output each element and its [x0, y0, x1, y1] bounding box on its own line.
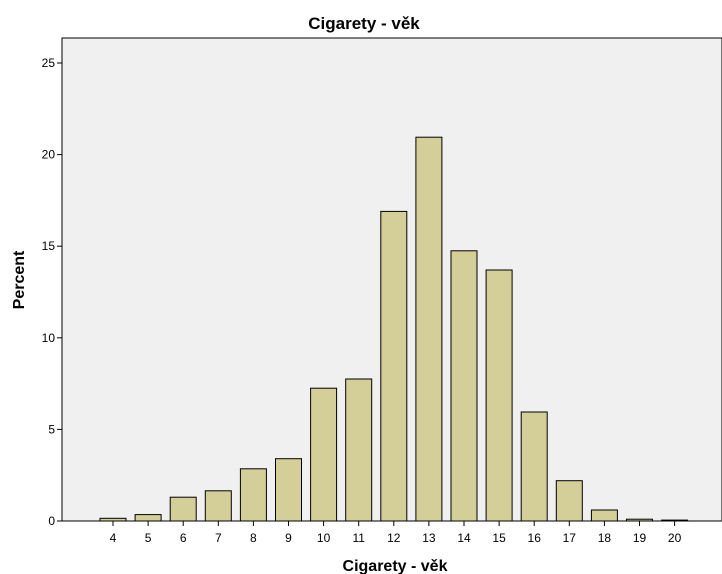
x-tick-label-5: 5 — [145, 531, 152, 545]
x-tick-label-10: 10 — [317, 531, 331, 545]
x-tick-label-7: 7 — [215, 531, 222, 545]
bar-14 — [450, 250, 478, 522]
y-tick-label-25: 25 — [42, 56, 56, 70]
bar-15 — [485, 269, 513, 522]
x-tick-label-14: 14 — [457, 531, 471, 545]
x-tick-label-11: 11 — [352, 531, 365, 545]
bar-17 — [555, 480, 583, 522]
y-tick-label-15: 15 — [42, 239, 56, 253]
x-tick-label-20: 20 — [668, 531, 682, 545]
x-tick-label-17: 17 — [563, 531, 577, 545]
x-tick-label-15: 15 — [492, 531, 506, 545]
bar-10 — [310, 387, 338, 522]
bar-4 — [99, 517, 127, 522]
x-tick-label-4: 4 — [110, 531, 117, 545]
bar-11 — [345, 378, 373, 522]
x-tick-label-12: 12 — [387, 531, 401, 545]
x-tick-label-9: 9 — [285, 531, 292, 545]
x-tick-label-6: 6 — [180, 531, 187, 545]
y-tick-label-0: 0 — [48, 514, 55, 528]
bar-18 — [590, 509, 618, 522]
bar-5 — [134, 514, 162, 522]
bar-20 — [661, 519, 689, 522]
y-tick-label-10: 10 — [42, 331, 56, 345]
x-ticks: 4 5 6 7 8 9 10 11 12 13 14 15 16 17 18 19 20 — [110, 521, 682, 545]
x-tick-label-18: 18 — [598, 531, 612, 545]
bar-6 — [169, 496, 197, 522]
bar-7 — [204, 490, 232, 522]
bar-16 — [520, 411, 548, 522]
x-tick-label-19: 19 — [633, 531, 647, 545]
y-axis-label: Percent — [11, 250, 28, 309]
x-tick-label-8: 8 — [250, 531, 257, 545]
bar-8 — [239, 468, 267, 522]
bars — [99, 136, 689, 522]
bar-12 — [380, 210, 408, 522]
bar-19 — [626, 518, 653, 522]
x-axis-label: Cigarety - věk — [343, 558, 448, 574]
bar-9 — [275, 458, 302, 522]
chart-title: Cigarety - věk — [308, 14, 420, 33]
x-tick-label-13: 13 — [422, 531, 436, 545]
x-tick-label-16: 16 — [528, 531, 542, 545]
y-tick-label-5: 5 — [48, 422, 55, 436]
y-tick-label-20: 20 — [42, 148, 56, 162]
bar-13 — [415, 136, 443, 522]
y-ticks: 0 5 10 15 20 25 — [42, 56, 62, 528]
